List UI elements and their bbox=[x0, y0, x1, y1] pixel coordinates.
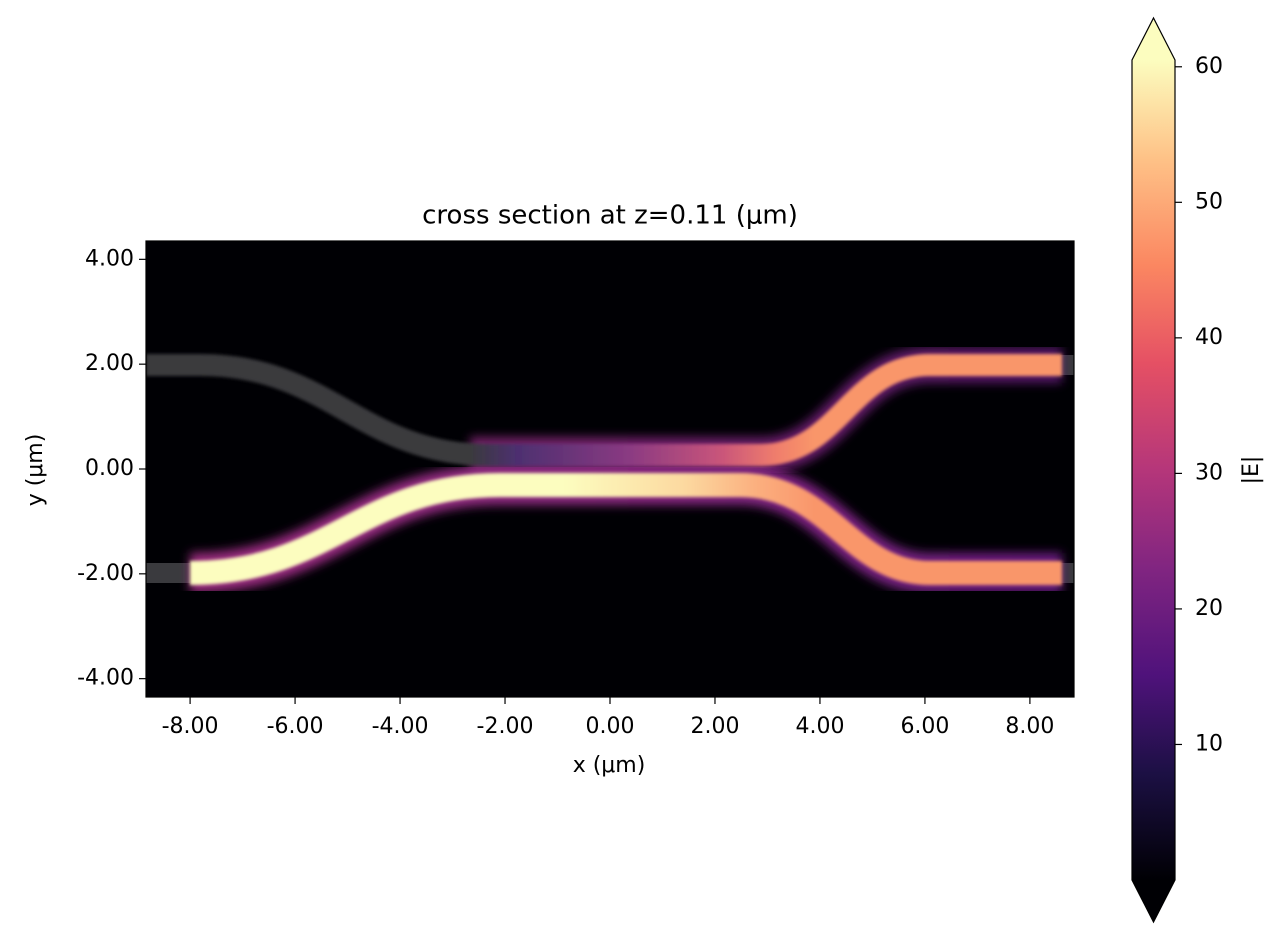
x-tick-label: -4.00 bbox=[372, 714, 429, 739]
x-tick-label: 8.00 bbox=[1005, 714, 1054, 739]
x-tick-label: -8.00 bbox=[162, 714, 219, 739]
x-tick-label: -6.00 bbox=[267, 714, 324, 739]
colorbar-outline bbox=[1131, 16, 1176, 924]
colorbar-tick-label: 20 bbox=[1195, 596, 1223, 621]
x-tick-label: -2.00 bbox=[477, 714, 534, 739]
y-tick-label: 4.00 bbox=[85, 246, 134, 271]
colorbar bbox=[1132, 60, 1175, 880]
colorbar-tick-label: 50 bbox=[1195, 189, 1223, 214]
x-tick-label: 2.00 bbox=[690, 714, 739, 739]
x-axis-label: x (μm) bbox=[573, 753, 646, 778]
y-tick-label: 2.00 bbox=[85, 351, 134, 376]
x-tick-label: 4.00 bbox=[795, 714, 844, 739]
colorbar-tick-label: 40 bbox=[1195, 325, 1223, 350]
colorbar-tick-label: 30 bbox=[1195, 460, 1223, 485]
x-tick-label: 0.00 bbox=[586, 714, 635, 739]
x-tick-label: 6.00 bbox=[900, 714, 949, 739]
colorbar-tick-label: 60 bbox=[1195, 54, 1223, 79]
y-tick-label: 0.00 bbox=[85, 456, 134, 481]
colorbar-extend-min bbox=[1132, 880, 1175, 922]
chart-title: cross section at z=0.11 (μm) bbox=[422, 201, 798, 231]
colorbar-tick-label: 10 bbox=[1195, 731, 1223, 756]
colorbar-extend-max bbox=[1132, 18, 1175, 60]
y-tick-label: -4.00 bbox=[77, 666, 134, 691]
y-tick-label: -2.00 bbox=[77, 561, 134, 586]
colorbar-label: |E| bbox=[1239, 456, 1264, 485]
field-image bbox=[146, 241, 1074, 697]
y-axis-label: y (μm) bbox=[23, 434, 48, 507]
